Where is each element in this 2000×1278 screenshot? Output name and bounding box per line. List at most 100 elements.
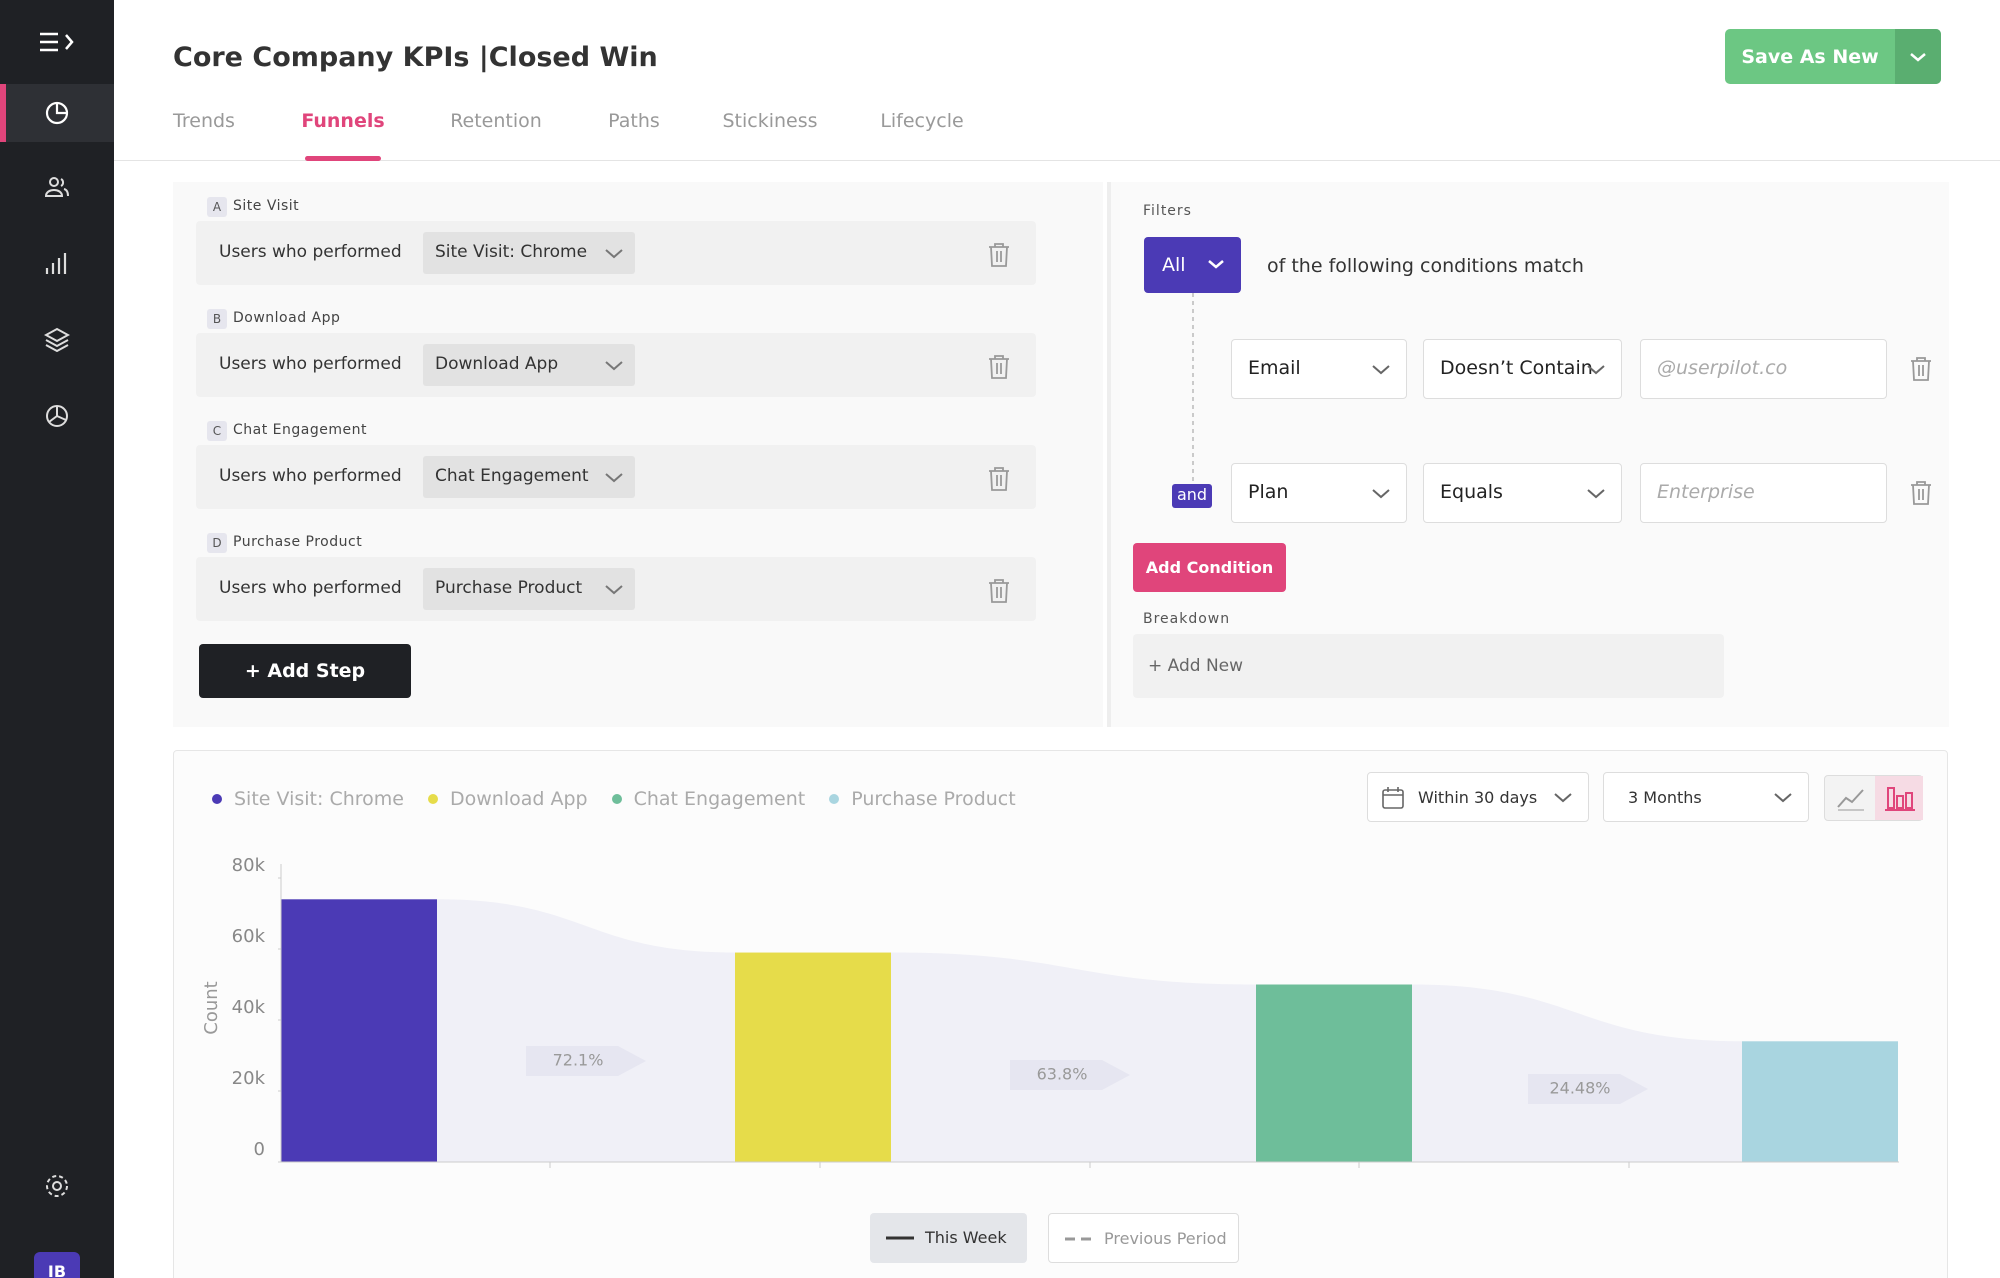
chevron <box>1372 489 1390 499</box>
bar <box>1256 984 1412 1162</box>
legend: Site Visit: Chrome Download App Chat Engag… <box>212 785 1016 813</box>
legend-item[interactable]: Chat Engagement <box>611 788 805 810</box>
filters-label: Filters <box>1143 203 1192 219</box>
delete-icon[interactable] <box>987 354 1011 380</box>
nav-layers[interactable] <box>44 326 70 352</box>
funnel-area <box>437 899 1742 1162</box>
event-value: Chat Engagement <box>435 466 589 486</box>
step-letter: D <box>207 533 227 553</box>
line-chart-toggle[interactable] <box>1837 787 1865 811</box>
y-axis-label: Count <box>201 981 222 1034</box>
condition-property-text: Email <box>1248 357 1301 379</box>
step-letter: B <box>207 309 227 329</box>
window-value: Within 30 days <box>1418 787 1538 807</box>
tab[interactable]: Retention <box>450 110 542 132</box>
save-menu[interactable] <box>1895 29 1941 84</box>
tab[interactable]: Stickiness <box>722 110 818 132</box>
bar <box>1742 1041 1898 1162</box>
condition-property-text: Plan <box>1248 481 1289 503</box>
event-select[interactable]: Purchase Product <box>423 568 635 610</box>
range-select[interactable]: 3 Months <box>1603 772 1809 822</box>
nav-reports[interactable] <box>44 250 70 276</box>
tab[interactable]: Funnels <box>301 110 385 132</box>
breakdown-add[interactable]: + Add New <box>1133 634 1724 698</box>
step-name: Site Visit <box>233 198 300 214</box>
add-step-button[interactable]: + Add Step <box>199 644 411 698</box>
y-tick-label: 40k <box>232 997 266 1018</box>
legend-dot <box>829 794 840 804</box>
condition-value[interactable]: @userpilot.co <box>1640 339 1887 399</box>
legend-item[interactable]: Site Visit: Chrome <box>212 788 404 810</box>
bar <box>281 899 437 1162</box>
header <box>114 0 2000 161</box>
condition-operator-text: Equals <box>1440 481 1503 503</box>
delete-icon[interactable] <box>1909 480 1933 506</box>
legend-label: Purchase Product <box>851 788 1016 810</box>
condition-value-text: @userpilot.co <box>1657 357 1788 379</box>
connector-line <box>1192 293 1194 485</box>
y-tick-label: 80k <box>232 855 266 876</box>
legend-item[interactable]: Purchase Product <box>829 788 1016 810</box>
match-value: All <box>1162 254 1186 276</box>
match-select[interactable]: All <box>1144 237 1241 293</box>
tab[interactable]: Lifecycle <box>880 110 964 132</box>
tab[interactable]: Paths <box>608 110 660 132</box>
conversion-tag <box>1010 1060 1130 1090</box>
condition-property[interactable]: Plan <box>1231 463 1407 523</box>
condition-property[interactable]: Email <box>1231 339 1407 399</box>
step-prefix: Users who performed <box>219 354 402 374</box>
y-tick-label: 60k <box>232 926 266 947</box>
match-text: of the following conditions match <box>1267 255 1584 277</box>
conversion-tag <box>1528 1074 1648 1104</box>
condition-operator[interactable]: Equals <box>1423 463 1622 523</box>
condition-value-text: Enterprise <box>1657 481 1755 503</box>
save-button[interactable]: Save As New <box>1741 45 1879 68</box>
event-select[interactable]: Site Visit: Chrome <box>423 232 635 274</box>
legend-label: Site Visit: Chrome <box>234 788 404 810</box>
step-prefix: Users who performed <box>219 242 402 262</box>
add-condition-button[interactable]: Add Condition <box>1133 543 1286 592</box>
y-tick-label: 0 <box>254 1139 265 1160</box>
legend-item[interactable]: Download App <box>427 788 588 810</box>
menu-toggle[interactable] <box>38 30 78 54</box>
event-value: Download App <box>435 354 559 374</box>
condition-operator[interactable]: Doesn’t Contain <box>1423 339 1622 399</box>
nav-settings[interactable] <box>44 1173 70 1199</box>
compare-option[interactable]: Previous Period <box>1048 1213 1239 1263</box>
save-group: Save As New <box>1725 29 1941 84</box>
legend-dot <box>212 794 222 804</box>
tab[interactable]: Trends <box>173 110 235 132</box>
avatar[interactable]: IB <box>34 1252 80 1278</box>
window-select[interactable]: Within 30 days <box>1367 772 1589 822</box>
chevron <box>605 585 623 595</box>
nav-dashboard[interactable] <box>44 403 70 429</box>
chevron <box>1372 365 1390 375</box>
delete-icon[interactable] <box>987 242 1011 268</box>
range-value: 3 Months <box>1628 787 1702 807</box>
condition-value[interactable]: Enterprise <box>1640 463 1887 523</box>
delete-icon[interactable] <box>987 578 1011 604</box>
legend-label: Download App <box>449 788 588 810</box>
bar <box>735 952 891 1162</box>
page-title: Core Company KPIs |Closed Win <box>173 42 658 73</box>
step-name: Purchase Product <box>233 534 363 550</box>
event-select[interactable]: Chat Engagement <box>423 456 635 498</box>
compare-option[interactable]: This Week <box>870 1213 1027 1263</box>
nav-users[interactable] <box>44 174 70 200</box>
legend-dot <box>427 794 438 804</box>
chart-type-toggle <box>1824 775 1923 821</box>
delete-icon[interactable] <box>1909 356 1933 382</box>
conversion-label: 24.48% <box>1549 1079 1610 1098</box>
delete-icon[interactable] <box>987 466 1011 492</box>
step-name: Chat Engagement <box>233 422 367 438</box>
conversion-label: 72.1% <box>553 1051 604 1070</box>
line-sample <box>886 1236 914 1240</box>
conversion-label: 63.8% <box>1037 1065 1088 1084</box>
connector: and <box>1172 484 1212 508</box>
event-select[interactable]: Download App <box>423 344 635 386</box>
compare-label: Previous Period <box>1104 1229 1227 1248</box>
line-sample <box>1065 1237 1093 1241</box>
condition-operator-text: Doesn’t Contain <box>1440 357 1593 379</box>
bar-chart-toggle[interactable] <box>1875 776 1923 820</box>
